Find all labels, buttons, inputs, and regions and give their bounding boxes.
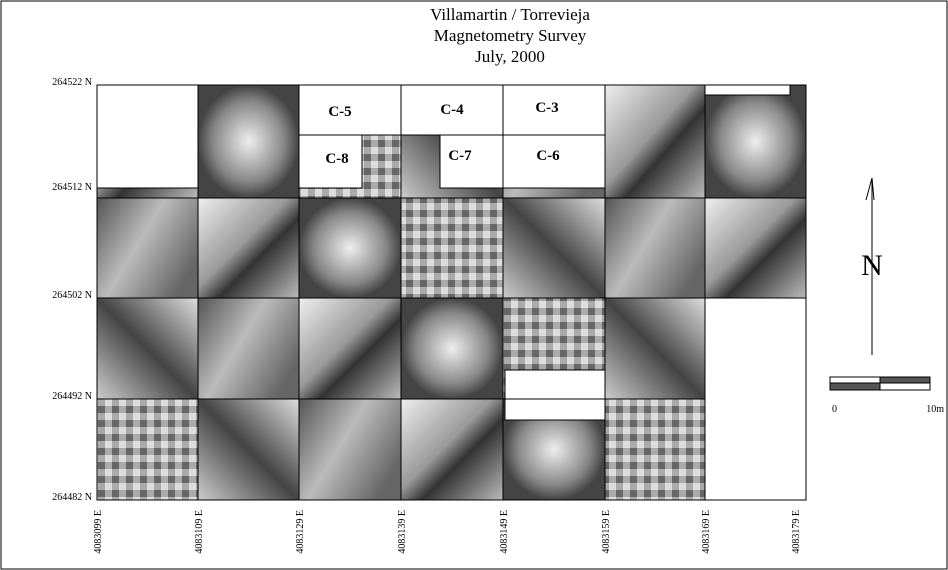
grid-label: C-5 [328, 104, 351, 120]
survey-cell [503, 198, 605, 298]
scale-segment [830, 383, 880, 390]
easting-label: 4083179 E [791, 510, 802, 554]
grid-label: C-3 [535, 100, 558, 116]
scale-segment [880, 383, 930, 390]
northing-label: 264502 N [52, 290, 92, 301]
grid-label: C-6 [536, 148, 560, 164]
easting-label: 4083099 E [93, 510, 104, 554]
northing-label: 264482 N [52, 492, 92, 503]
survey-cell [605, 298, 705, 399]
arrow-head [866, 178, 874, 200]
north-label: N [861, 249, 883, 282]
scale-label: 0 [832, 404, 837, 415]
northing-label: 264512 N [52, 182, 92, 193]
easting-label: 4083139 E [397, 510, 408, 554]
survey-cell [299, 198, 401, 298]
easting-label: 4083169 E [701, 510, 712, 554]
northing-label: 264492 N [52, 391, 92, 402]
grid-label: C-4 [440, 102, 464, 118]
blank-strip [705, 85, 790, 95]
blank-cell [705, 298, 806, 500]
easting-label: 4083109 E [194, 510, 205, 554]
scale-label: 10m [926, 404, 944, 415]
survey-cell [705, 198, 806, 298]
survey-map: Villamartin / Torrevieja Magnetometry Su… [0, 0, 948, 570]
survey-cell [97, 198, 198, 298]
survey-cell [401, 198, 503, 298]
survey-cell [605, 198, 705, 298]
title-line: Villamartin / Torrevieja [430, 5, 590, 24]
title-line: July, 2000 [475, 47, 545, 66]
survey-cell [97, 298, 198, 399]
survey-cell [401, 298, 503, 399]
grid-label: C-8 [325, 151, 348, 167]
scale-bar: 0 10m [830, 377, 944, 415]
grid-label: C-7 [448, 148, 472, 164]
survey-cell [401, 399, 503, 500]
scale-segment [830, 377, 880, 383]
blank-strip [505, 370, 605, 420]
title-line: Magnetometry Survey [434, 26, 587, 45]
survey-cell [198, 198, 299, 298]
survey-cell [299, 399, 401, 500]
survey-cell [705, 85, 806, 198]
blank-cell [97, 85, 198, 188]
survey-cell [198, 85, 299, 198]
north-arrow: N [861, 178, 883, 355]
survey-cell [605, 85, 705, 198]
survey-cell [97, 399, 198, 500]
survey-cell [299, 298, 401, 399]
northing-label: 264522 N [52, 77, 92, 88]
easting-label: 4083149 E [499, 510, 510, 554]
survey-cell [198, 298, 299, 399]
easting-label: 4083129 E [295, 510, 306, 554]
survey-cell [198, 399, 299, 500]
scale-segment [880, 377, 930, 383]
easting-label: 4083159 E [601, 510, 612, 554]
survey-cell [605, 399, 705, 500]
